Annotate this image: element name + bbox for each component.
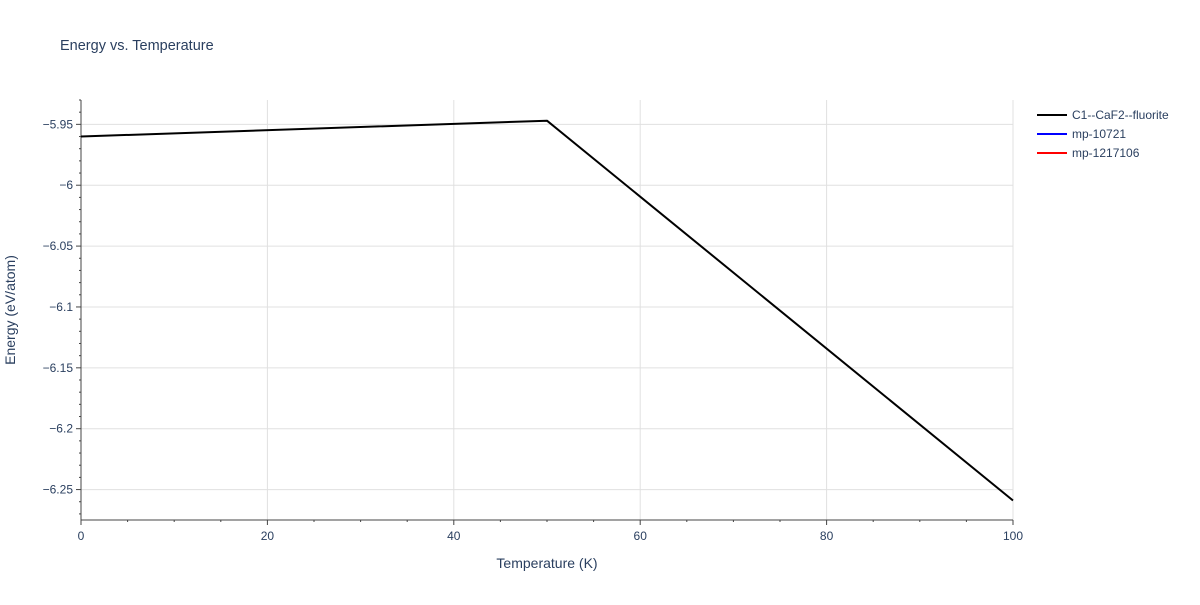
y-tick-label: −6.15 [43,361,74,375]
chart-title: Energy vs. Temperature [60,38,214,54]
x-tick-label: 80 [820,529,834,543]
y-tick-label: −6.25 [43,483,74,497]
y-tick-label: −6.05 [43,239,74,253]
x-tick-label: 20 [261,529,275,543]
series-line [80,119,1014,502]
x-tick-label: 40 [447,529,461,543]
legend[interactable]: C1--CaF2--fluorite mp-10721 mp-1217106 [1037,108,1169,160]
legend-label: mp-1217106 [1072,146,1140,160]
grid [81,100,1014,520]
x-tick-label: 60 [634,529,648,543]
x-tick-label: 100 [1003,529,1023,543]
legend-item[interactable]: C1--CaF2--fluorite [1037,108,1169,122]
legend-item[interactable]: mp-1217106 [1037,146,1140,160]
legend-label: C1--CaF2--fluorite [1072,108,1169,122]
plot-area [80,119,1014,502]
legend-item[interactable]: mp-10721 [1037,127,1126,141]
legend-label: mp-10721 [1072,127,1126,141]
y-tick-label: −6.1 [49,300,73,314]
y-tick-label: −6.2 [49,422,73,436]
x-axis-title: Temperature (K) [496,555,597,571]
axes: 0 20 40 60 80 100 −5.95 −6 −6.05 −6.1 −6.15 −6.2 −6.… [43,99,1023,543]
y-tick-label: −6 [59,178,73,192]
x-tick-label: 0 [78,529,85,543]
y-tick-label: −5.95 [43,117,74,131]
y-axis-title: Energy (eV/atom) [2,255,18,365]
